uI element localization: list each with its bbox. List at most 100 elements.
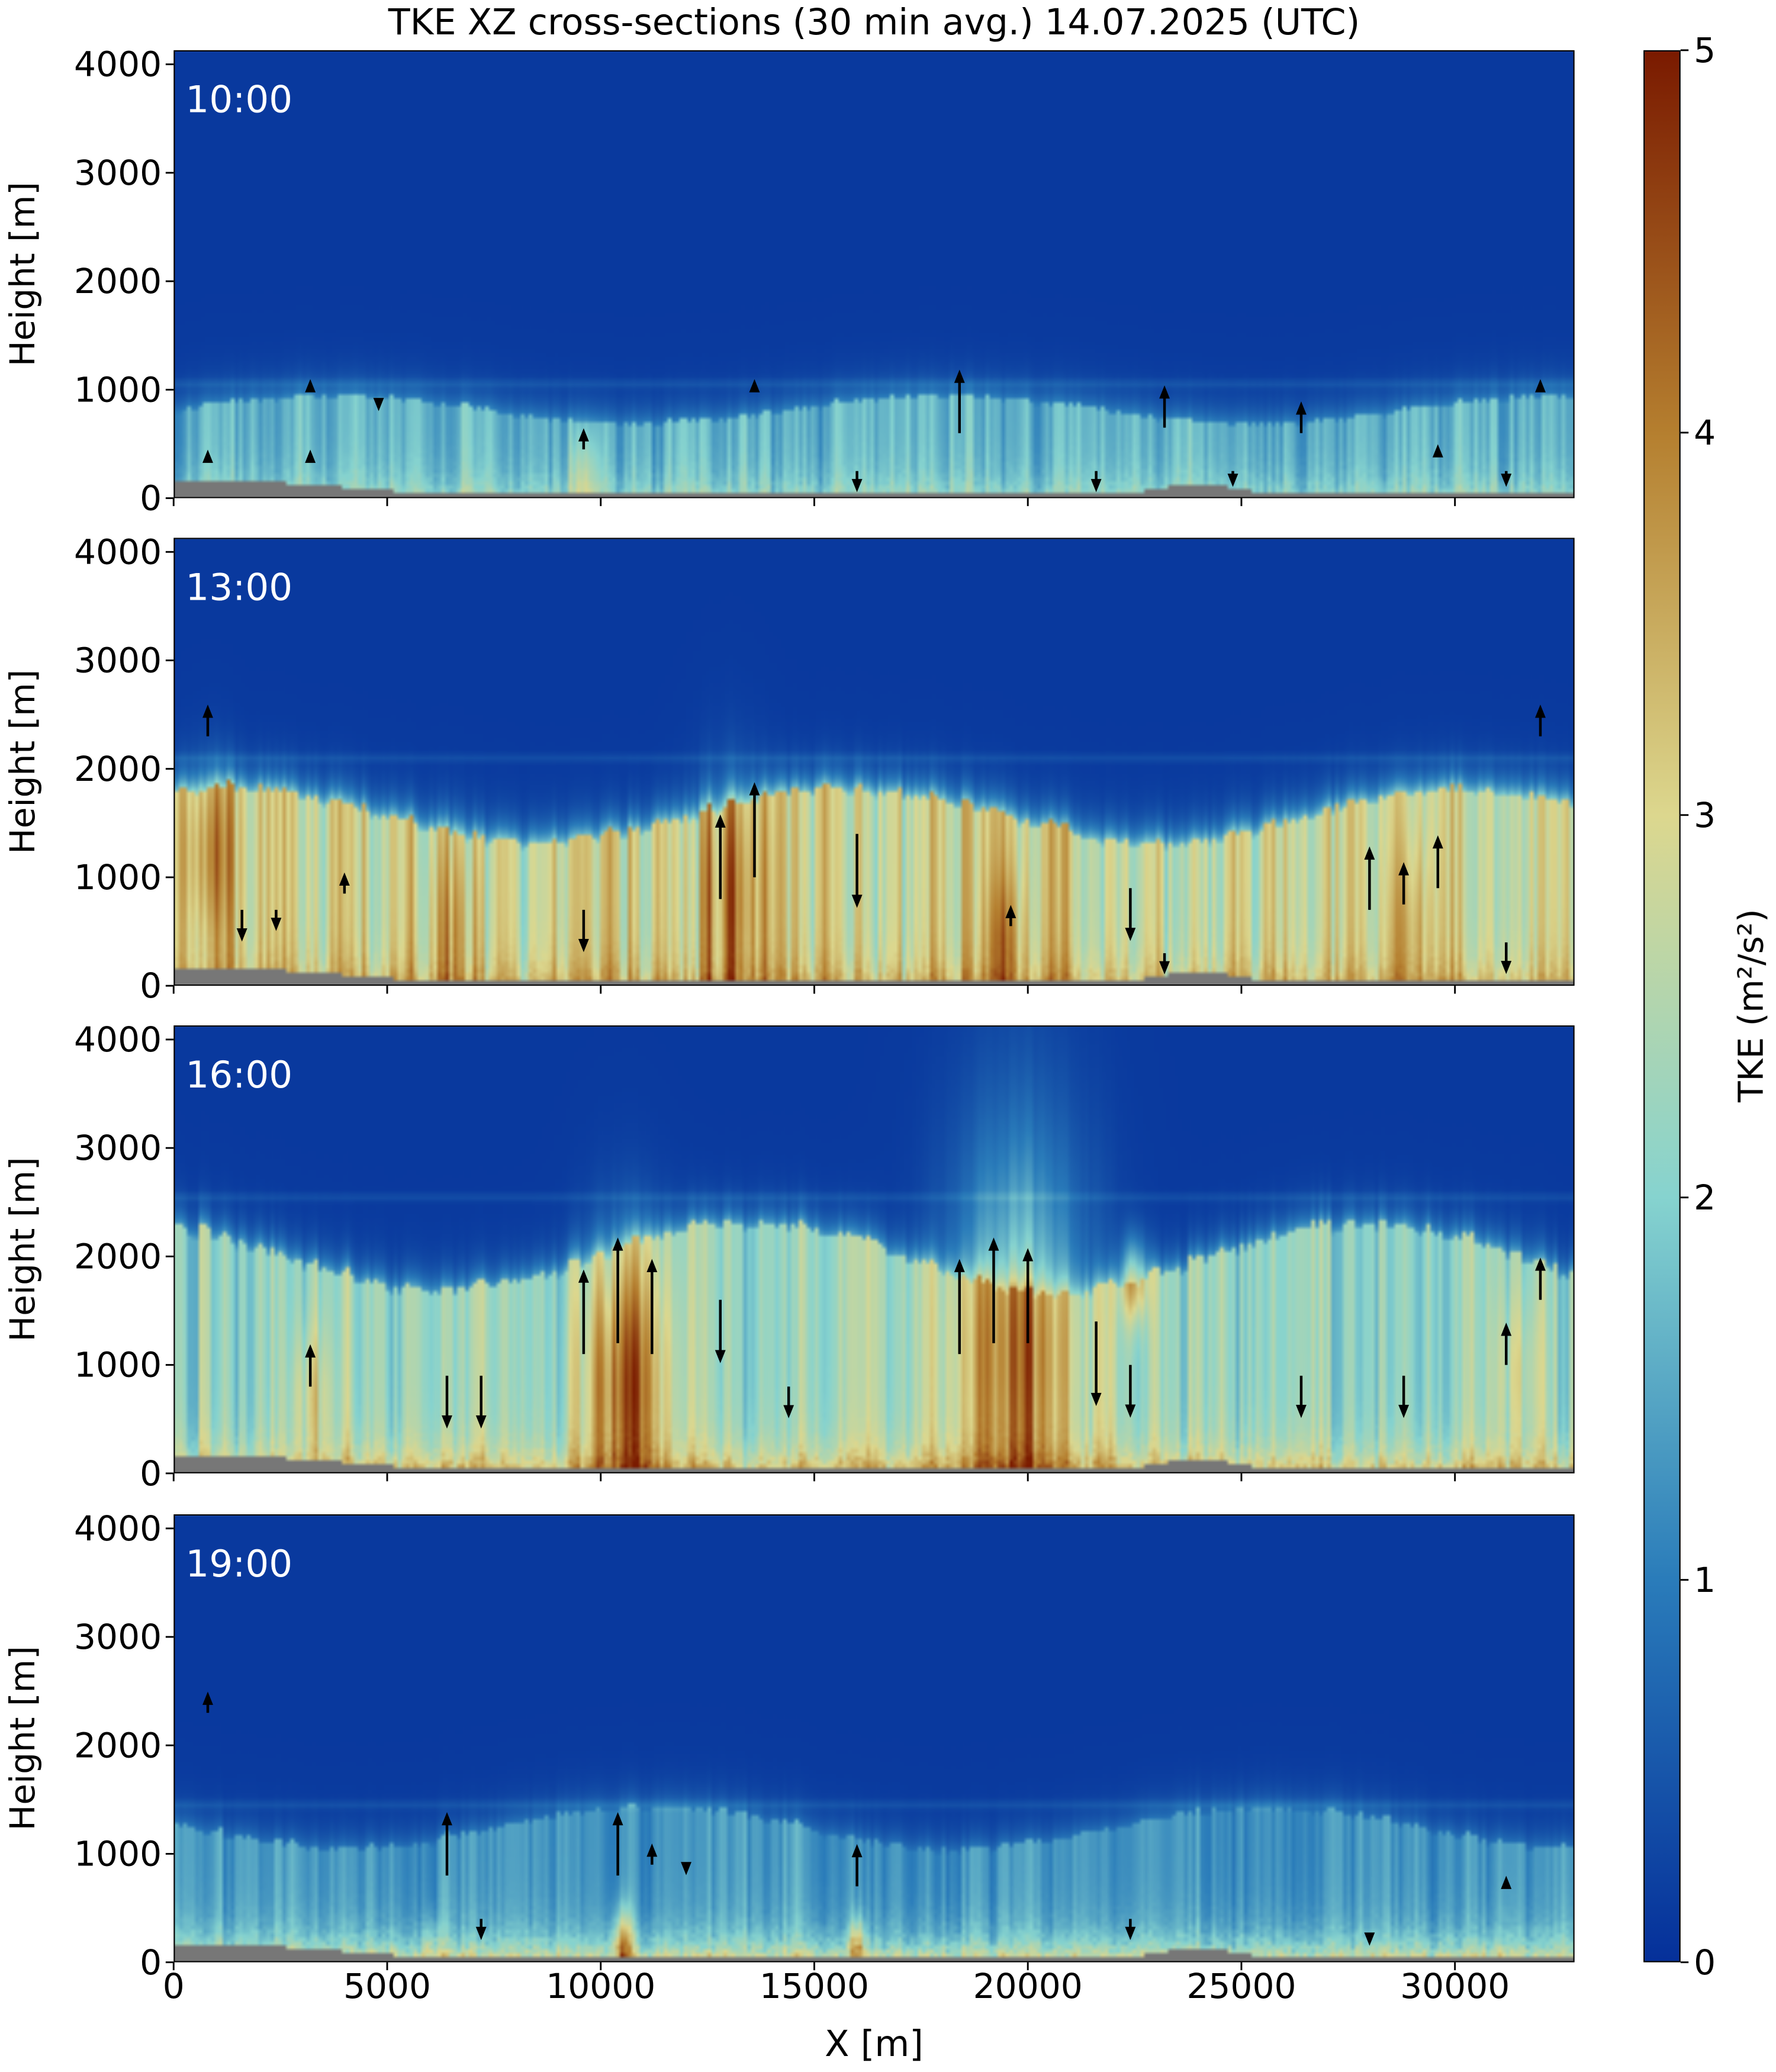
x-tick-label: 25000 [1186,1966,1296,2006]
tke-heatmap [175,1027,1574,1472]
x-tick-label: 30000 [1400,1966,1510,2006]
colorbar-tick-label: 1 [1694,1560,1716,1600]
y-tick-label: 1000 [74,369,162,410]
x-tick-label: 10000 [546,1966,655,2006]
colorbar-label: TKE (m²/s²) [1731,909,1771,1103]
y-tick-label: 2000 [74,261,162,301]
y-tick-label: 1000 [74,857,162,897]
y-tick-label: 4000 [74,44,162,85]
y-tick-label: 3000 [74,1128,162,1168]
y-tick-label: 0 [140,1453,162,1494]
wind-arrow-head [1090,479,1102,493]
wind-arrow-head [1005,905,1016,918]
wind-arrow-head [1398,1405,1410,1418]
colorbar [1643,50,1681,1962]
wind-arrow-head [1296,401,1307,415]
colorbar-tick-label: 3 [1694,795,1716,835]
wind-arrow-head [988,1237,999,1251]
wind-arrow-head [1227,474,1238,487]
wind-arrow-head [202,449,213,463]
y-tick-label: 4000 [74,532,162,572]
colorbar-tick-label: 5 [1694,30,1716,70]
wind-arrow-head [305,1344,316,1358]
colorbar-tick-label: 0 [1694,1942,1716,1983]
wind-arrow-head [578,1269,589,1283]
x-tick-label: 20000 [973,1966,1083,2006]
tke-heatmap [175,539,1574,984]
wind-arrow-head [1090,1392,1102,1407]
wind-arrow-head [442,1415,452,1429]
panel-1600: 16:00 [173,1025,1575,1473]
y-axis-label: Height [m] [2,182,43,366]
wind-arrow-head [1125,928,1136,941]
wind-arrow-head [715,814,726,828]
wind-arrow-head [271,918,282,931]
panel-1000: 10:00 [173,50,1575,498]
x-tick-label: 5000 [343,1966,431,2006]
wind-arrow-head [1501,961,1512,974]
wind-arrow-head [1535,1257,1546,1271]
panel-time-label: 16:00 [185,1053,293,1097]
y-axis-label: Height [m] [2,670,43,854]
wind-arrow-head [851,479,863,493]
wind-arrow-head [1296,1405,1307,1418]
wind-arrow-head [305,449,316,463]
wind-arrow-head [442,1812,452,1826]
wind-arrow-head [715,1350,726,1363]
wind-arrow-head [475,1926,487,1941]
wind-arrow-head [1125,1926,1136,1941]
wind-arrow-head [749,782,760,796]
wind-arrow-head [305,379,316,392]
wind-arrow-head [1159,385,1170,399]
wind-arrow-head [475,1415,487,1429]
colorbar-tick-label: 2 [1694,1177,1716,1218]
y-tick-label: 3000 [74,1617,162,1657]
figure-title: TKE XZ cross-sections (30 min avg.) 14.0… [388,2,1360,44]
y-tick-label: 4000 [74,1508,162,1549]
wind-arrow-head [1432,444,1443,458]
wind-arrow-head [373,398,384,411]
tke-heatmap [175,52,1574,497]
y-axis-label: Height [m] [2,1157,43,1341]
y-tick-label: 2000 [74,1725,162,1765]
panel-1900: 19:00 [173,1514,1575,1962]
y-tick-label: 2000 [74,749,162,789]
wind-arrow-head [1364,846,1375,860]
wind-arrow-head [236,928,247,942]
panel-1300: 13:00 [173,538,1575,986]
wind-arrow-head [578,939,589,953]
wind-arrow-head [1159,961,1170,974]
panel-time-label: 13:00 [185,565,293,609]
wind-arrow-head [339,872,350,886]
x-tick-label: 0 [163,1966,185,2006]
wind-arrow-head [1432,835,1443,849]
wind-arrow-head [578,428,589,442]
wind-arrow-head [612,1812,623,1826]
wind-arrow-head [1398,862,1410,876]
wind-arrow-head [202,1691,213,1705]
y-tick-label: 4000 [74,1019,162,1060]
panel-time-label: 10:00 [185,78,293,122]
wind-arrow-head [202,704,213,718]
wind-arrow-head [1535,379,1546,392]
x-axis-label: X [m] [825,2023,924,2065]
y-tick-label: 0 [140,1942,162,1983]
panel-time-label: 19:00 [185,1542,293,1586]
x-tick-label: 15000 [760,1966,869,2006]
wind-arrow-head [681,1862,691,1875]
y-tick-label: 0 [140,478,162,519]
wind-arrow-head [851,1843,863,1858]
y-tick-label: 2000 [74,1237,162,1277]
colorbar-tick-label: 4 [1694,413,1716,453]
wind-arrow-head [1501,474,1512,487]
wind-arrow-head [612,1237,623,1251]
y-tick-label: 3000 [74,641,162,681]
y-axis-label: Height [m] [2,1646,43,1830]
y-tick-label: 3000 [74,153,162,193]
wind-arrow-head [749,379,760,392]
wind-arrow-head [1501,1875,1512,1889]
wind-arrow-head [1125,1404,1136,1418]
wind-arrow-head [954,1259,965,1272]
